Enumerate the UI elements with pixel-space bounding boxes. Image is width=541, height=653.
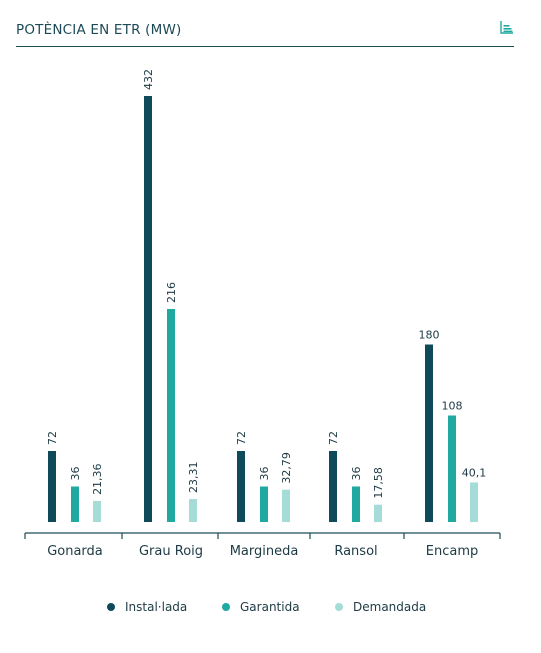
bar-demandada [374,504,382,522]
data-label: 108 [442,400,463,413]
legend-label-instal: Instal·lada [125,600,188,614]
data-label: 72 [327,431,340,445]
bar-garantida [352,486,360,522]
bar-chart-icon[interactable] [500,20,514,34]
legend-label-garantida: Garantida [240,600,300,614]
legend-swatch-garantida [222,603,230,611]
data-label: 72 [46,431,59,445]
x-tick-label: Gonarda [47,544,103,559]
bar-demandada [470,482,478,522]
legend-swatch-demandada [335,603,343,611]
chart-title: POTÈNCIA EN ETR (MW) [16,22,182,38]
data-label: 23,31 [187,462,200,494]
x-tick-label: Grau Roig [139,544,203,559]
bar-installada [237,451,245,522]
data-label: 216 [165,282,178,303]
bar-garantida [448,415,456,522]
bar-demandada [189,499,197,522]
legend-label-demandada: Demandada [353,600,427,614]
bar-garantida [260,486,268,522]
bar-installada [144,96,152,522]
bar-installada [425,344,433,522]
data-label: 36 [350,467,363,481]
data-label: 17,58 [372,467,385,499]
data-label: 432 [142,69,155,90]
bar-garantida [167,309,175,522]
data-label: 40,1 [462,466,487,479]
data-label: 32,79 [280,452,293,484]
data-label: 21,36 [91,463,104,495]
legend-item-instal: Instal·lada [107,600,187,614]
bar-demandada [93,500,101,522]
bar-demandada [282,489,290,522]
bar-installada [329,451,337,522]
data-label: 36 [258,467,271,481]
legend-item-garantida: Garantida [222,600,300,614]
bar-chart: 72 36 21,36 Gonarda 432 216 23,31 Grau Roig 72 36… [24,69,501,559]
data-label: 180 [419,329,440,342]
bar-installada [48,451,56,522]
bar-garantida [71,486,79,522]
data-label: 36 [69,467,82,481]
x-tick-label: Ransol [334,544,377,559]
data-label: 72 [235,431,248,445]
legend-item-demandada: Demandada [335,600,426,614]
legend-swatch-instal [107,603,115,611]
x-tick-label: Encamp [426,544,478,559]
chart-header: POTÈNCIA EN ETR (MW) [16,20,514,47]
chart-legend: Instal·lada Garantida Demandada [0,600,541,622]
x-tick-label: Margineda [230,544,299,559]
